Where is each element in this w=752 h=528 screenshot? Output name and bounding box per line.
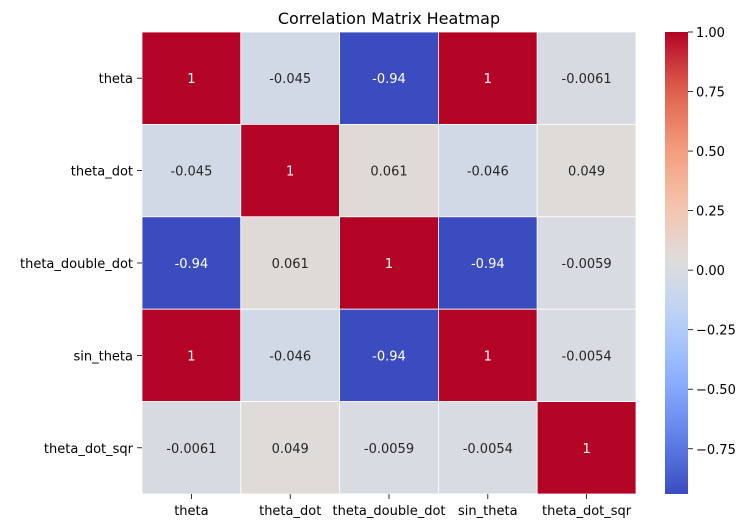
y-axis-tick-labels: theta theta_dot theta_double_dot sin_thetat…: [20, 72, 142, 457]
cell-value-label: 1: [582, 442, 590, 457]
x-tick-label: theta_double_dot: [332, 504, 445, 519]
cell-value-label: 1: [484, 72, 492, 87]
heatmap-cell: [339, 31, 439, 125]
y-tick-label: theta_dot_sqr: [44, 442, 134, 457]
cell-value-label: -0.0059: [562, 257, 612, 272]
cell-value-label: -0.0054: [562, 349, 612, 364]
cell-value-label: -0.046: [269, 349, 311, 364]
cell-value-label: -0.0061: [562, 72, 612, 87]
colorbar: 1.00 0.75 0.50 0.25 0.00 −0.25 −0.50 −0.75: [665, 26, 736, 494]
cell-value-label: -0.94: [471, 257, 505, 272]
heatmap-cell: [536, 216, 637, 310]
cell-value-label: -0.045: [170, 165, 212, 180]
colorbar-tick-label: 1.00: [696, 26, 725, 41]
cell-value-label: -0.0059: [364, 442, 414, 457]
heatmap-cell: [536, 308, 637, 403]
y-tick-label: theta_dot: [71, 165, 133, 180]
y-tick-label: theta_double_dot: [20, 257, 133, 272]
heatmap-cell: [536, 124, 637, 218]
cell-value-label: 1: [385, 257, 393, 272]
heatmap-cell: [240, 401, 341, 495]
heatmap-cell: [437, 216, 538, 310]
heatmap-cells: 1 -0.045 -0.94 1 -0.0061 -0.045 1 0.061 -0.046 0.…: [141, 31, 637, 495]
heatmap-cell: [240, 216, 341, 310]
x-tick-label: theta_dot_sqr: [542, 504, 632, 519]
cell-value-label: 0.061: [272, 257, 309, 272]
cell-value-label: 1: [484, 349, 492, 364]
colorbar-tick-label: 0.00: [696, 264, 725, 279]
x-tick-label: sin_theta: [458, 504, 518, 519]
heatmap-cell: [339, 308, 439, 403]
cell-value-label: 0.061: [370, 165, 407, 180]
heatmap-cell: [437, 308, 538, 403]
cell-value-label: -0.94: [175, 257, 209, 272]
cell-value-label: 1: [187, 72, 195, 87]
colorbar-tick-label: −0.75: [696, 443, 736, 458]
cell-value-label: -0.94: [372, 72, 406, 87]
heatmap-cell: [536, 401, 637, 495]
heatmap-cell: [339, 216, 439, 310]
y-tick-label: theta: [99, 72, 133, 87]
x-tick-label: theta: [174, 504, 208, 519]
x-tick-label: theta_dot: [259, 504, 321, 519]
heatmap-cell: [240, 31, 341, 125]
colorbar-tick-label: −0.25: [696, 324, 736, 339]
cell-value-label: 1: [187, 349, 195, 364]
cell-value-label: -0.046: [467, 165, 509, 180]
heatmap-cell: [536, 31, 637, 125]
heatmap-cell: [141, 401, 242, 495]
cell-value-label: 0.049: [568, 165, 605, 180]
colorbar-tick-label: 0.75: [696, 86, 725, 101]
cell-value-label: -0.045: [269, 72, 311, 87]
colorbar-tick-label: −0.50: [696, 383, 736, 398]
cell-value-label: 0.049: [272, 442, 309, 457]
colorbar-gradient: [665, 32, 688, 494]
heatmap-cell: [339, 401, 439, 495]
heatmap-cell: [437, 31, 538, 125]
colorbar-tick-label: 0.50: [696, 145, 725, 160]
cell-value-label: -0.0054: [463, 442, 513, 457]
cell-value-label: 1: [286, 165, 294, 180]
chart-title: Correlation Matrix Heatmap: [278, 9, 500, 28]
heatmap-cell: [141, 31, 242, 125]
cell-value-label: -0.94: [372, 349, 406, 364]
heatmap-cell: [339, 124, 439, 218]
heatmap-cell: [240, 308, 341, 403]
cell-value-label: -0.0061: [166, 442, 216, 457]
x-axis-tick-labels: theta theta_dot theta_double_dot sin_theta t…: [174, 494, 632, 519]
colorbar-tick-label: 0.25: [696, 205, 725, 220]
y-tick-label: sin_theta: [73, 349, 133, 364]
heatmap-cell: [141, 124, 242, 218]
